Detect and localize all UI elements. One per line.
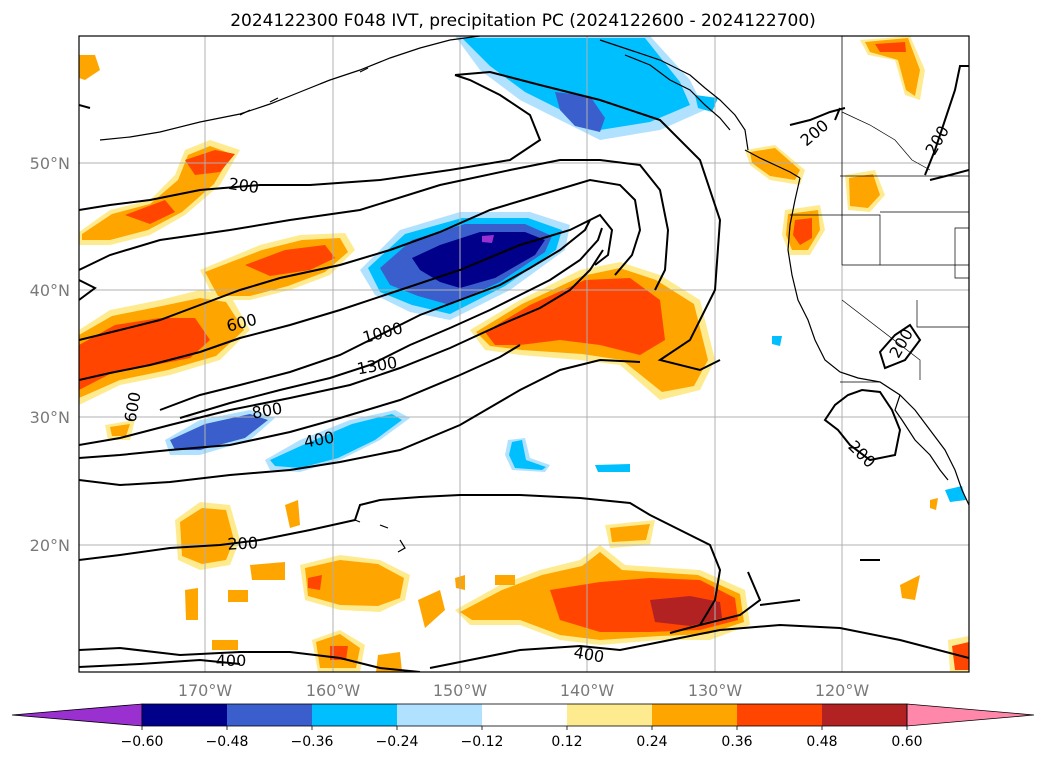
colorbar-segment xyxy=(567,704,652,726)
contour-label-400-sw: 400 xyxy=(216,651,247,670)
longitude-labels: 170°W 160°W 150°W 140°W 130°W 120°W xyxy=(178,681,870,700)
colorbar-segment xyxy=(227,704,312,726)
colorbar-segment xyxy=(312,704,397,726)
lon-label-120w: 120°W xyxy=(815,681,870,700)
colorbar-segment xyxy=(737,704,822,726)
colorbar-segment xyxy=(822,704,907,726)
ivt-contours xyxy=(79,65,969,672)
colorbar-extend-low xyxy=(11,703,143,727)
lat-label-40n: 40°N xyxy=(30,281,70,300)
lon-label-160w: 160°W xyxy=(306,681,361,700)
colorbar-extend-high xyxy=(906,703,1035,727)
colorbar: −0.60 −0.48 −0.36 −0.24 −0.12 0.12 0.24 0.36 0.4… xyxy=(11,703,1035,750)
latitude-labels: 50°N 40°N 30°N 20°N xyxy=(30,154,70,555)
colorbar-tick-label: −0.24 xyxy=(376,734,419,750)
colorbar-tick-label: 0.48 xyxy=(806,734,837,750)
contour-label-200-south: 200 xyxy=(227,533,258,554)
map-panel: 200 200 200 200 200 600 1000 1300 800 40… xyxy=(78,35,970,673)
colorbar-segment xyxy=(652,704,737,726)
lon-label-140w: 140°W xyxy=(560,681,615,700)
colorbar-segment xyxy=(482,704,567,726)
lat-label-50n: 50°N xyxy=(30,154,70,173)
colorbar-segment xyxy=(142,704,227,726)
colorbar-outline xyxy=(141,703,908,727)
colorbar-segment xyxy=(397,704,482,726)
colorbar-tick-label: −0.60 xyxy=(121,734,164,750)
lon-label-130w: 130°W xyxy=(688,681,743,700)
colorbar-tick-label: −0.36 xyxy=(291,734,334,750)
colorbar-tick-label: 0.24 xyxy=(636,734,667,750)
contour-label-200-north: 200 xyxy=(227,174,260,197)
map-title: 2024122300 F048 IVT, precipitation PC (2… xyxy=(230,11,816,31)
lat-label-20n: 20°N xyxy=(30,536,70,555)
colorbar-tick-label: −0.48 xyxy=(206,734,249,750)
lon-label-170w: 170°W xyxy=(178,681,233,700)
lon-label-150w: 150°W xyxy=(433,681,488,700)
colorbar-tick-label: 0.36 xyxy=(721,734,752,750)
colorbar-tick-label: 0.12 xyxy=(551,734,582,750)
colorbar-tick-label: −0.12 xyxy=(461,734,504,750)
lat-label-30n: 30°N xyxy=(30,408,70,427)
colorbar-tick-label: 0.60 xyxy=(891,734,922,750)
